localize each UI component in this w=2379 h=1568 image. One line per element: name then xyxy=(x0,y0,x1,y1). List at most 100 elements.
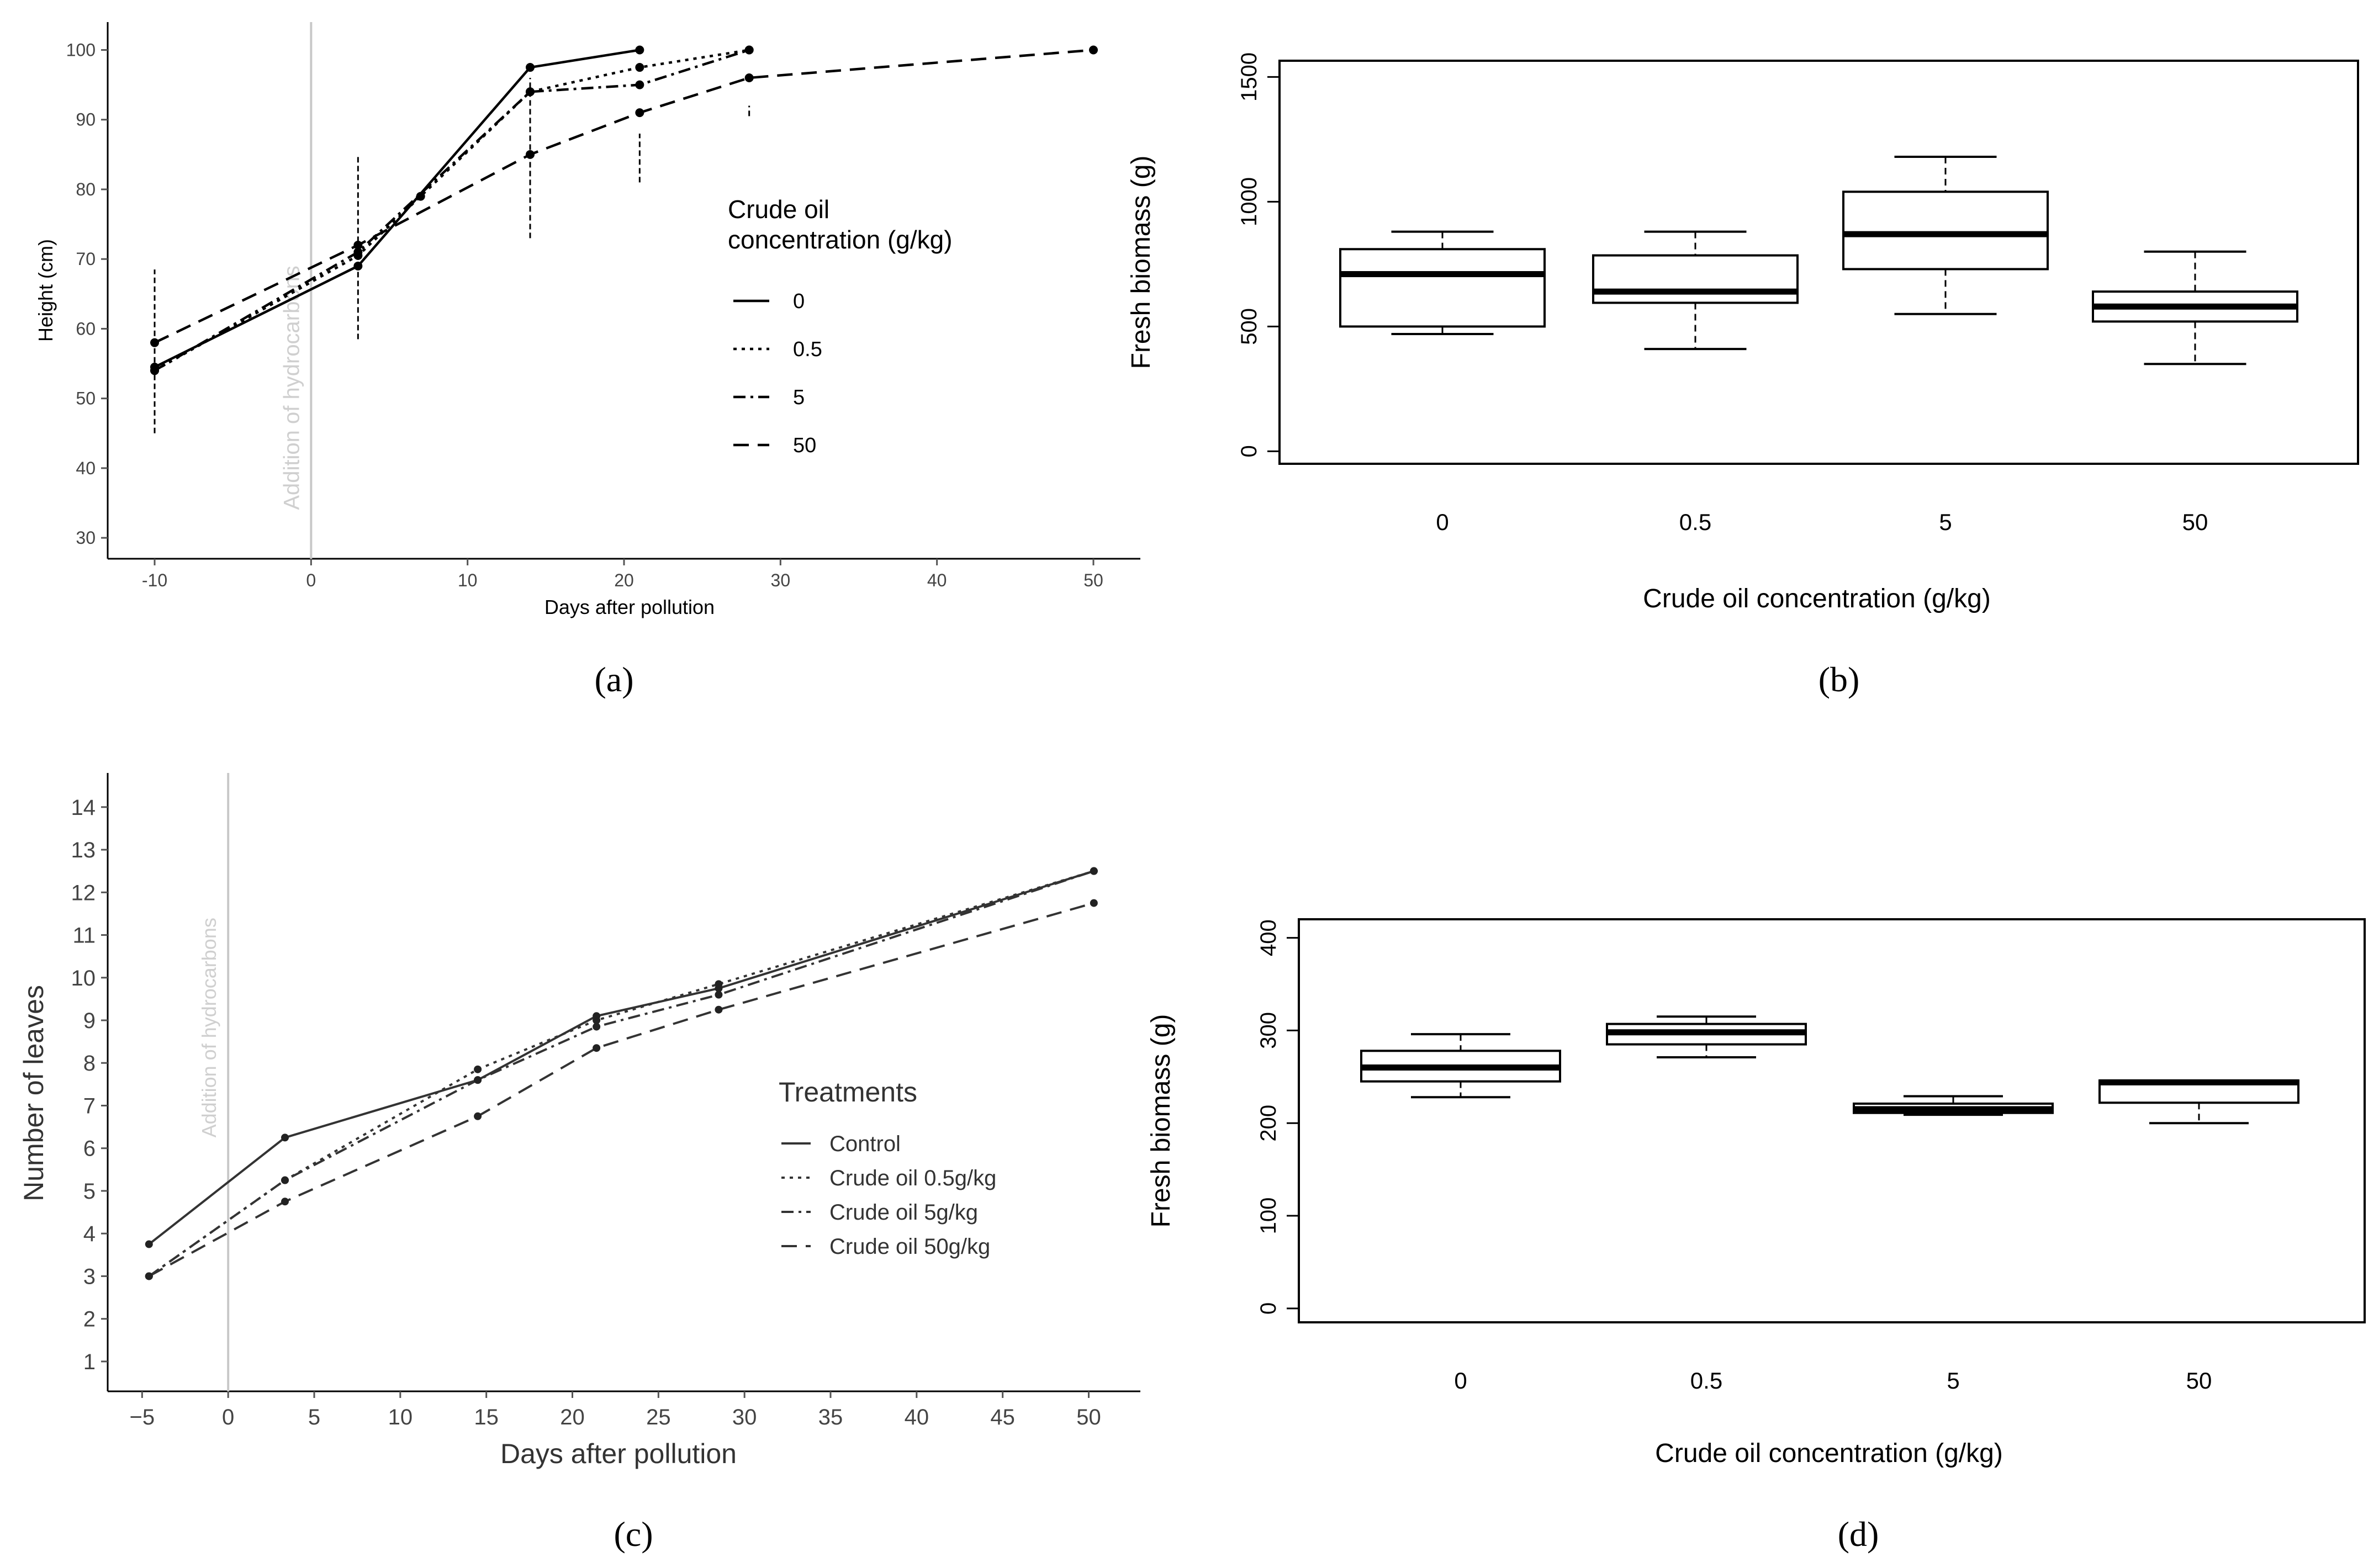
x-tick-label: 30 xyxy=(771,570,791,590)
data-point xyxy=(635,45,644,55)
y-tick-label: 30 xyxy=(76,528,96,548)
annotation-text: Addition of hydrocarbons xyxy=(198,918,220,1137)
legend-label: Crude oil 50g/kg xyxy=(829,1235,990,1259)
x-tick-label: 10 xyxy=(388,1405,413,1429)
box-iqr xyxy=(1339,248,1546,328)
legend-label: 5 xyxy=(793,386,805,409)
x-axis-title: Days after pollution xyxy=(500,1438,737,1469)
x-tick-label: 20 xyxy=(614,570,634,590)
y-tick-label: 11 xyxy=(72,924,96,948)
annotation-text: Addition of hydrocarbons xyxy=(279,266,304,510)
data-point xyxy=(635,108,644,118)
data-point xyxy=(635,80,644,89)
series-line-5 xyxy=(154,49,750,372)
data-point xyxy=(353,240,363,250)
y-tick-label: 1500 xyxy=(1237,52,1261,102)
x-tick-label: 5 xyxy=(1939,509,1952,535)
data-point xyxy=(150,366,159,375)
x-tick-label: 50 xyxy=(2186,1368,2212,1394)
x-tick-label: 50 xyxy=(1083,570,1103,590)
data-point xyxy=(281,1198,289,1206)
legend-label: Crude oil 5g/kg xyxy=(829,1200,978,1225)
caption-d: (d) xyxy=(1838,1514,1879,1554)
legend-label: 0.5 xyxy=(793,338,822,361)
box-iqr xyxy=(1592,254,1799,304)
x-tick-label: −5 xyxy=(130,1405,155,1429)
data-point xyxy=(526,87,535,97)
data-point xyxy=(744,73,754,82)
data-point xyxy=(593,1016,601,1024)
data-point xyxy=(1090,899,1098,907)
series-line xyxy=(148,870,1095,1246)
y-tick-label: 2 xyxy=(83,1307,96,1332)
x-tick-label: 5 xyxy=(1947,1368,1959,1394)
y-tick-label: 300 xyxy=(1256,1012,1281,1049)
series-line xyxy=(148,870,1095,1278)
y-tick-label: 9 xyxy=(83,1009,96,1033)
y-tick-label: 100 xyxy=(1256,1198,1281,1235)
panel-d-biomass-boxplot: 0 100 200 300 400 0 0.5 5 50 Crude oil concentrat… xyxy=(1146,918,2366,1468)
data-point xyxy=(281,1133,289,1142)
x-tick-label: -10 xyxy=(142,570,167,590)
x-tick-label: 25 xyxy=(646,1405,671,1429)
x-axis-title: Days after pollution xyxy=(544,596,715,618)
plot-frame xyxy=(1278,60,2359,465)
x-tick-label: 40 xyxy=(927,570,947,590)
data-point xyxy=(145,1272,153,1280)
y-tick-label: 3 xyxy=(83,1264,96,1289)
y-axis-title: Height (cm) xyxy=(34,239,57,342)
y-tick-label: 40 xyxy=(76,458,96,478)
data-point xyxy=(1089,45,1098,55)
data-point xyxy=(715,980,723,988)
x-tick-label: 0 xyxy=(222,1405,234,1429)
y-tick-label: 10 xyxy=(71,966,96,990)
y-tick-label: 60 xyxy=(76,319,96,338)
data-point xyxy=(353,247,363,257)
x-tick-label: 50 xyxy=(1076,1405,1101,1429)
x-tick-label: 0.5 xyxy=(1679,509,1711,535)
data-point xyxy=(593,1044,601,1052)
legend-label: Control xyxy=(829,1132,901,1156)
y-tick-label: 200 xyxy=(1256,1105,1281,1142)
caption-b: (b) xyxy=(1818,660,1860,699)
y-tick-label: 80 xyxy=(76,179,96,199)
data-point xyxy=(526,63,535,72)
legend-label: 50 xyxy=(793,434,816,457)
y-tick-label: 70 xyxy=(76,249,96,269)
x-tick-label: 0 xyxy=(1454,1368,1467,1394)
y-tick-label: 50 xyxy=(76,389,96,409)
data-point xyxy=(416,192,425,201)
legend-label: Crude oil 0.5g/kg xyxy=(829,1166,996,1190)
data-point xyxy=(145,1240,153,1248)
x-tick-label: 0 xyxy=(1436,509,1448,535)
panel-b-biomass-boxplot: 0 500 1000 1500 0 0.5 5 50 Crude oil concentrati… xyxy=(1127,52,2359,613)
x-axis-title: Crude oil concentration (g/kg) xyxy=(1655,1439,2003,1468)
data-point xyxy=(715,990,723,999)
y-tick-label: 500 xyxy=(1237,308,1261,345)
series-line-50 xyxy=(154,49,1094,344)
y-tick-label: 5 xyxy=(83,1179,96,1204)
x-axis-title: Crude oil concentration (g/kg) xyxy=(1643,584,1991,613)
legend-label: 0 xyxy=(793,290,805,313)
caption-a: (a) xyxy=(594,660,633,699)
data-point xyxy=(1090,867,1098,875)
legend-title-line1: Crude oil xyxy=(728,195,829,224)
y-tick-label: 100 xyxy=(66,40,96,60)
plot-frame xyxy=(1298,918,2366,1323)
x-tick-label: 50 xyxy=(2182,509,2208,535)
data-point xyxy=(715,1005,723,1014)
x-tick-label: 40 xyxy=(905,1405,929,1429)
data-point xyxy=(635,63,644,72)
x-tick-label: 5 xyxy=(308,1405,320,1429)
data-point xyxy=(353,261,363,271)
legend-title: Treatments xyxy=(779,1077,917,1108)
legend-title-line2: concentration (g/kg) xyxy=(728,225,953,254)
y-axis-title: Fresh biomass (g) xyxy=(1127,156,1156,369)
caption-c: (c) xyxy=(614,1514,653,1554)
series-line-0 xyxy=(154,49,640,368)
data-point xyxy=(593,1023,601,1031)
y-tick-label: 0 xyxy=(1256,1302,1281,1315)
data-point xyxy=(526,150,535,159)
